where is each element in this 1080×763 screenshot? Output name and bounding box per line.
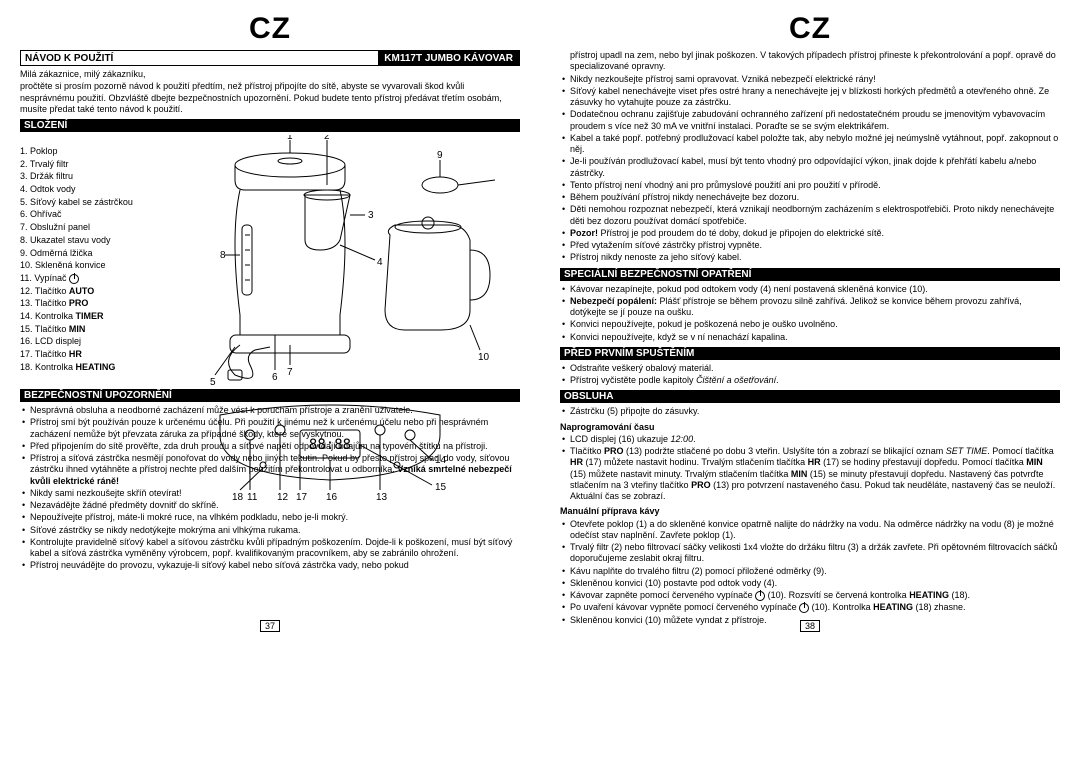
list-item: Skleněnou konvici (10) postavte pod odto… [560,578,1060,589]
list-item: Otevřete poklop (1) a do skleněné konvic… [560,519,1060,542]
list-item: Před vytažením síťové zástrčky přístroj … [560,240,1060,251]
safety-list-continued: přístroj upadl na zem, nebo byl jinak po… [560,50,1060,264]
part-item: 18. Kontrolka HEATING [20,362,170,374]
special-safety-list: Kávovar nezapínejte, pokud pod odtokem v… [560,284,1060,343]
title-bar: NÁVOD K POUŽITÍ KM117T JUMBO KÁVOVAR [20,50,520,66]
page-38: CZ přístroj upadl na zem, nebo byl jinak… [540,0,1080,637]
svg-text:2: 2 [324,135,330,142]
svg-text:10: 10 [478,352,490,363]
part-item: 3. Držák filtru [20,171,170,183]
list-item: Tlačítko PRO (13) podržte stlačené po do… [560,446,1060,502]
section-special-safety: SPECIÁLNÍ BEZPEČNOSTNÍ OPATŘENÍ [560,268,1060,281]
part-item: 4. Odtok vody [20,184,170,196]
part-item: 1. Poklop [20,146,170,158]
list-item: Odstraňte veškerý obalový materiál. [560,363,1060,374]
list-item: Kávovar zapněte pomocí červeného vypínač… [560,590,1060,601]
list-item: Po uvaření kávovar vypněte pomocí červen… [560,602,1060,613]
svg-text:6: 6 [272,372,278,383]
part-item: 17. Tlačítko HR [20,349,170,361]
first-use-list: Odstraňte veškerý obalový materiál.Příst… [560,363,1060,387]
list-item: Během používání přístroj nikdy nenecháve… [560,192,1060,203]
list-item: Síťové zástrčky se nikdy nedotýkejte mok… [20,525,520,536]
svg-text:4: 4 [377,257,383,268]
part-item: 7. Obslužní panel [20,222,170,234]
part-item: 5. Síťový kabel se zástrčkou [20,197,170,209]
list-item: Děti nemohou rozpoznat nebezpečí, která … [560,204,1060,227]
list-item: Nepoužívejte přístroj, máte-li mokré ruc… [20,512,520,523]
list-item: Přístroj neuvádějte do provozu, vykazuje… [20,560,520,571]
list-item: Konvici nepoužívejte, pokud je poškozená… [560,319,1060,330]
list-item: Nesprávná obsluha a neodborné zacházení … [20,405,520,416]
intro-text: pročtěte si prosím pozorně návod k použi… [20,81,520,115]
svg-text:3: 3 [368,210,374,221]
part-item: 13. Tlačítko PRO [20,298,170,310]
manual-prep-list: Otevřete poklop (1) a do skleněné konvic… [560,519,1060,626]
list-item: přístroj upadl na zem, nebo byl jinak po… [560,50,1060,73]
list-item: Přístroj vyčistěte podle kapitoly Čištěn… [560,375,1060,386]
list-item: Přístroj nikdy nenoste za jeho síťový ka… [560,252,1060,263]
list-item: Pozor! Přístroj je pod proudem do té dob… [560,228,1060,239]
part-item: 6. Ohřívač [20,209,170,221]
list-item: Nezavádějte žádné předměty dovnitř do sk… [20,500,520,511]
part-item: 9. Odměrná lžička [20,248,170,260]
list-item: Před připojením do sítě prověřte, zda dr… [20,441,520,452]
part-item: 10. Skleněná konvice [20,260,170,272]
section-operation: OBSLUHA [560,390,1060,403]
list-item: Kávu naplňte do trvalého filtru (2) pomo… [560,566,1060,577]
page-number: 38 [800,620,820,632]
subsection-manual: Manuální příprava kávy [560,506,1060,517]
page-number: 37 [260,620,280,632]
svg-text:8: 8 [220,250,226,261]
language-header: CZ [20,12,520,46]
page-37: CZ NÁVOD K POUŽITÍ KM117T JUMBO KÁVOVAR … [0,0,540,637]
part-item: 12. Tlačítko AUTO [20,286,170,298]
part-item: 8. Ukazatel stavu vody [20,235,170,247]
part-item: 16. LCD displej [20,336,170,348]
product-model: KM117T JUMBO KÁVOVAR [378,51,519,65]
language-header: CZ [560,12,1060,46]
list-item: Tento přístroj není vhodný ani pro průmy… [560,180,1060,191]
list-item: Přístroj a síťová zástrčka nesmějí ponoř… [20,453,520,487]
list-item: Kontrolujte pravidelně síťový kabel a sí… [20,537,520,560]
composition-row: 1. Poklop2. Trvalý filtr3. Držák filtru4… [20,135,520,385]
part-item: 11. Vypínač [20,273,170,285]
svg-text:7: 7 [287,367,293,378]
svg-text:1: 1 [287,135,293,142]
operation-intro: Zástrčku (5) připojte do zásuvky. [560,406,1060,417]
list-item: Dodatečnou ochranu zajišťuje zabudování … [560,109,1060,132]
section-first-use: PŘED PRVNÍM SPUŠTĚNÍM [560,347,1060,360]
list-item: Konvici nepoužívejte, když se v ní nenac… [560,332,1060,343]
safety-list: Nesprávná obsluha a neodborné zacházení … [20,405,520,572]
list-item: Nebezpečí popálení: Plášť přístroje se b… [560,296,1060,319]
part-item: 15. Tlačítko MIN [20,324,170,336]
svg-text:5: 5 [210,377,216,388]
list-item: LCD displej (16) ukazuje 12:00. [560,434,1060,445]
subsection-programming: Naprogramování času [560,422,1060,433]
list-item: Síťový kabel nenechávejte viset přes ost… [560,86,1060,109]
list-item: Trvalý filtr (2) nebo filtrovací sáčky v… [560,542,1060,565]
programming-list: LCD displej (16) ukazuje 12:00.Tlačítko … [560,434,1060,503]
svg-text:9: 9 [437,150,443,161]
list-item: Nikdy nezkoušejte přístroj sami opravova… [560,74,1060,85]
list-item: Kávovar nezapínejte, pokud pod odtokem v… [560,284,1060,295]
list-item: Přístroj smí být používán pouze k určené… [20,417,520,440]
manual-title: NÁVOD K POUŽITÍ [21,53,378,64]
section-composition: SLOŽENÍ [20,119,520,132]
part-item: 2. Trvalý filtr [20,159,170,171]
part-item: 14. Kontrolka TIMER [20,311,170,323]
product-diagram: 88:88 [180,135,520,385]
greeting: Milá zákaznice, milý zákazníku, [20,69,520,80]
list-item: Kabel a také popř. potřebný prodlužovací… [560,133,1060,156]
list-item: Je-li používán prodlužovací kabel, musí … [560,156,1060,179]
parts-list: 1. Poklop2. Trvalý filtr3. Držák filtru4… [20,135,170,385]
list-item: Nikdy sami nezkoušejte skříň otevírat! [20,488,520,499]
